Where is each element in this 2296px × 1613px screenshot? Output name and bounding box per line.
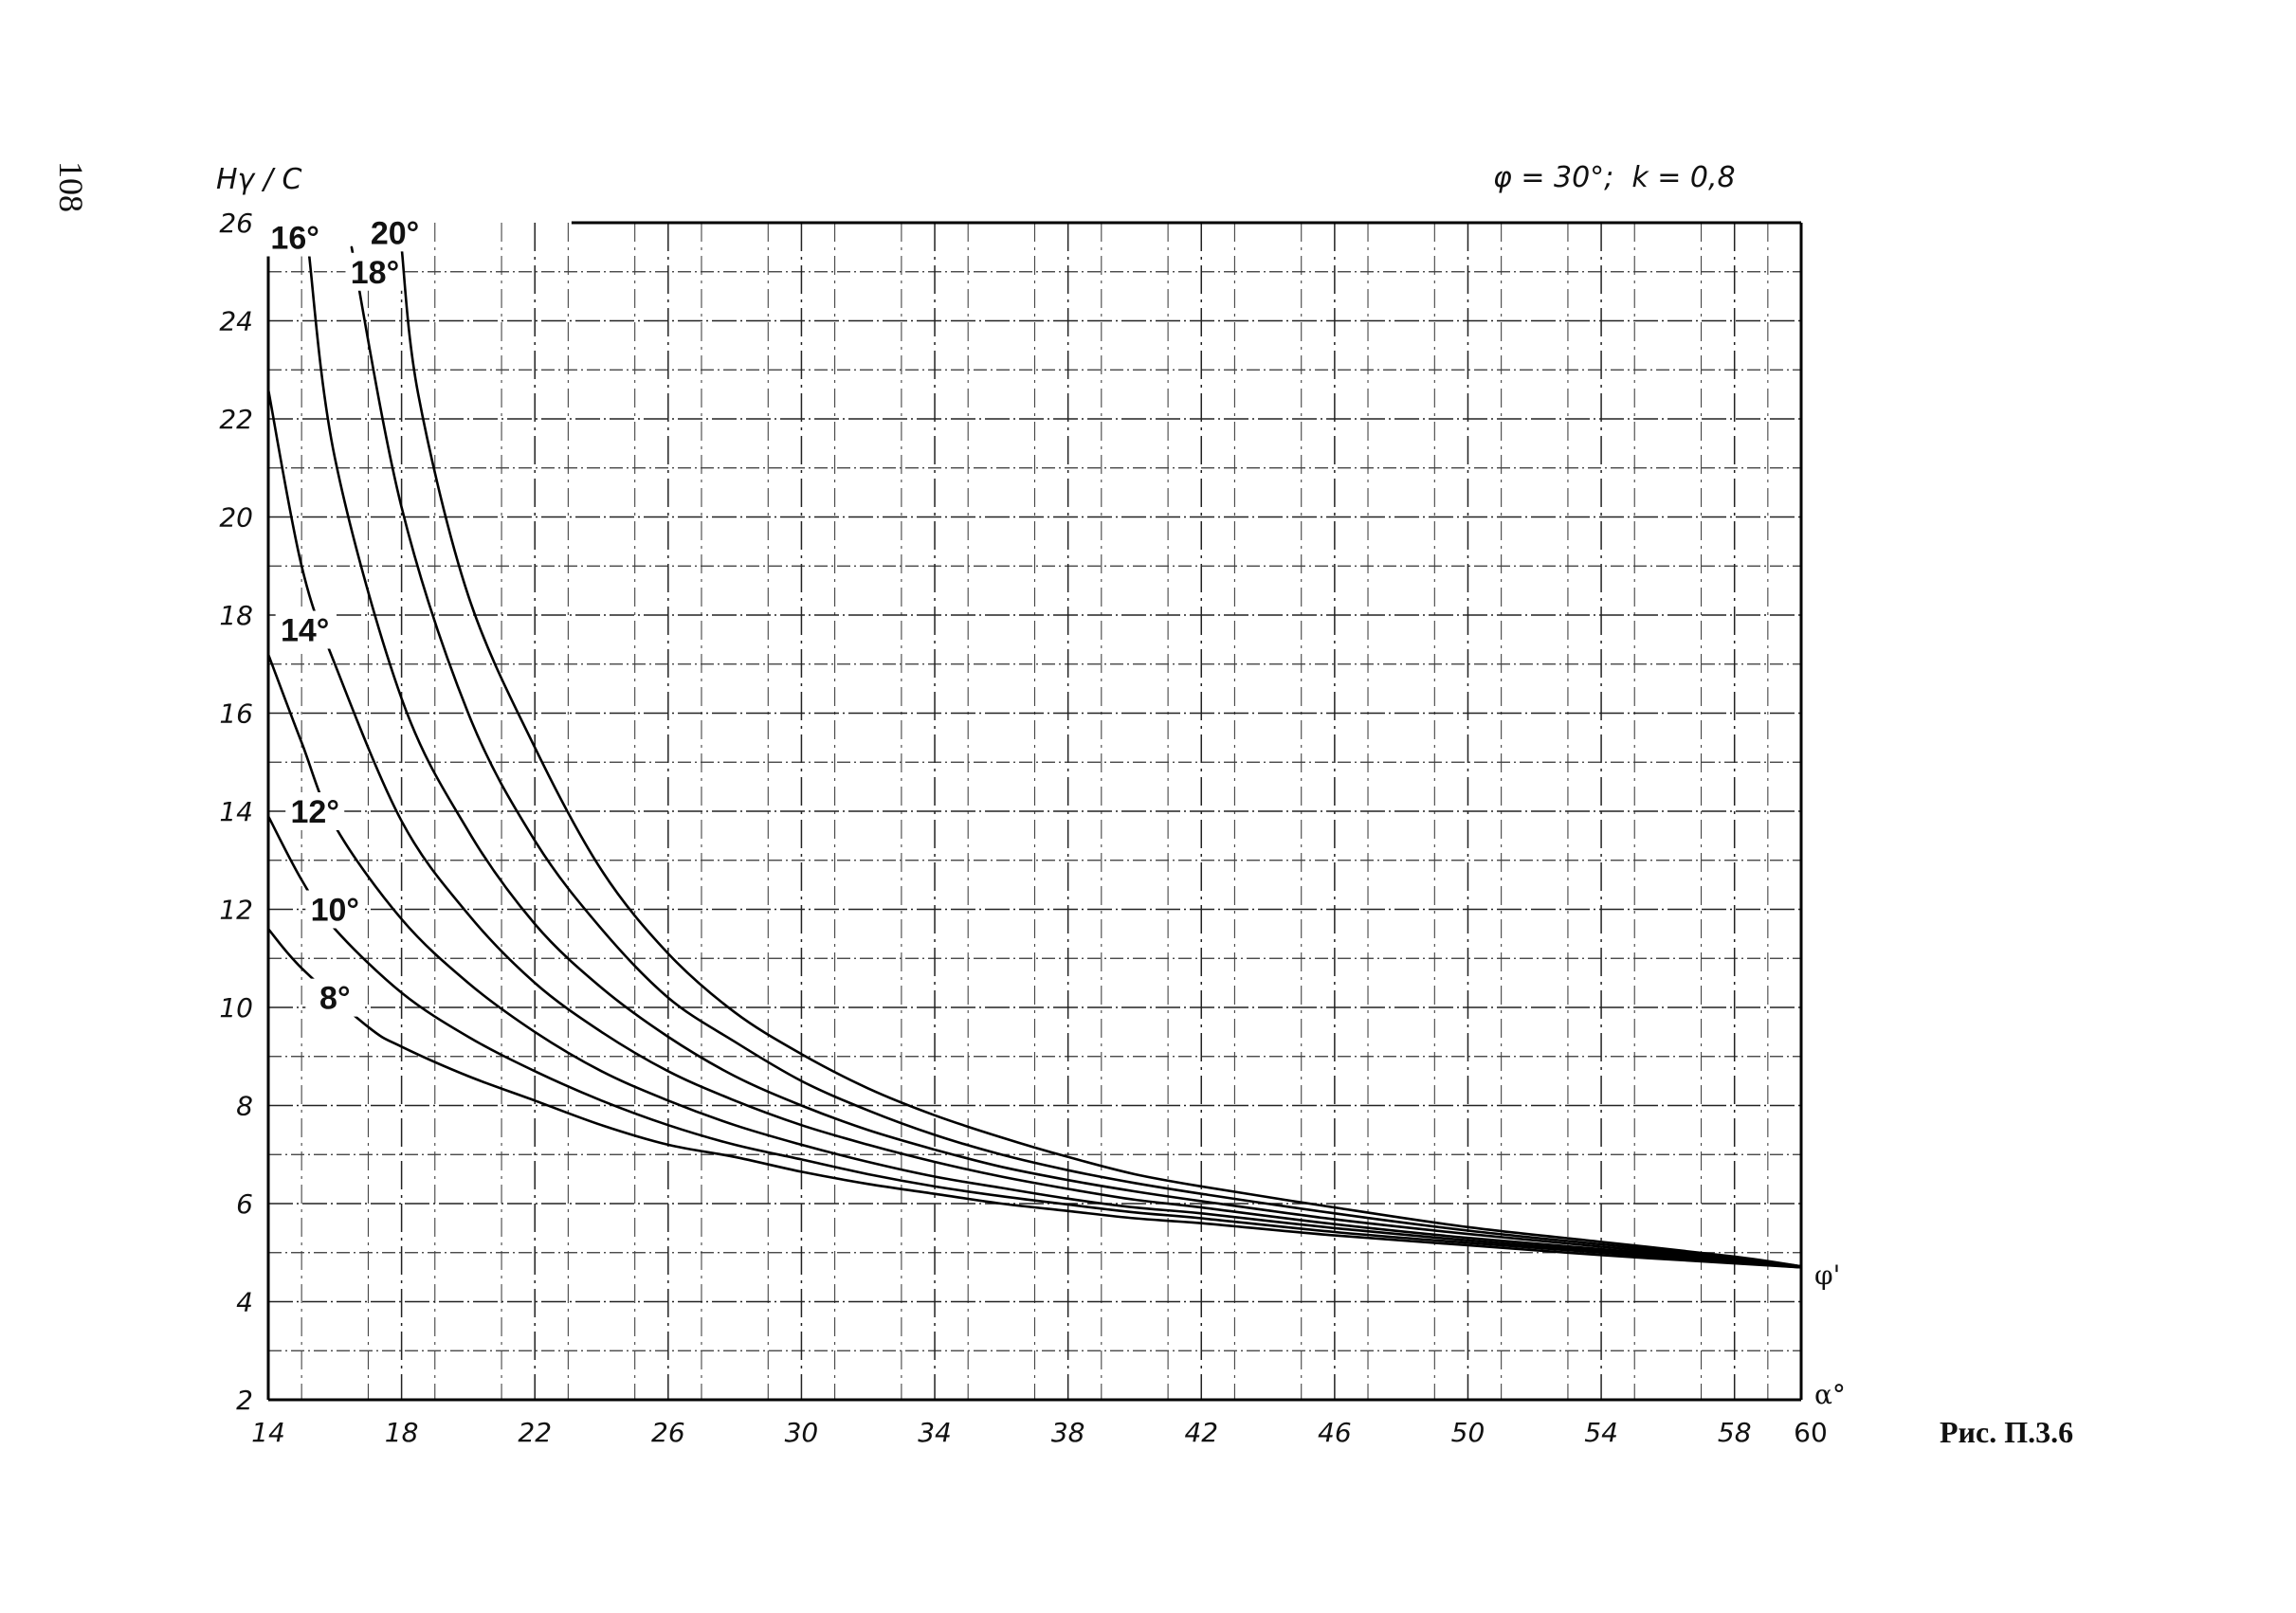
x-tick-label: 38 [1051,1417,1085,1448]
series-line-20deg [400,245,1803,1268]
y-axis-label: Hγ / C [216,163,302,196]
y-tick-label: 26 [219,208,253,239]
x-tick-label: 58 [1718,1417,1752,1448]
series-label: 14° [281,613,329,649]
series-label-bg [345,252,405,291]
series-line-12deg [266,653,1803,1269]
series-label-bg [365,213,425,252]
y-tick-label: 8 [236,1091,253,1122]
y-tick-label: 2 [236,1385,253,1416]
series-label-bg [285,792,345,830]
series-label: 10° [311,893,359,929]
x-axis-label: α° [1814,1379,1846,1410]
series-label: 18° [351,255,399,291]
y-tick-label: 22 [219,404,253,435]
x-tick-label: 54 [1584,1417,1618,1448]
series-line-14deg [266,388,1803,1268]
x-tick-label: 22 [518,1417,552,1448]
chart-parameters: φ = 30°; k = 0,8 [1493,161,1736,194]
y-tick-label: 4 [236,1287,253,1318]
series-line-8deg [266,927,1803,1269]
series-label: 8° [319,981,351,1017]
x-tick-label: 30 [785,1417,819,1448]
y-tick-label: 6 [236,1188,253,1220]
series-label-bg [275,610,335,649]
series-label-bg [305,978,365,1017]
series-line-16deg [306,245,1803,1268]
x-tick-label: 18 [385,1417,419,1448]
series-line-18deg [350,245,1803,1268]
y-tick-label: 10 [219,992,253,1024]
series-line-10deg [266,814,1803,1269]
series-label: 12° [291,794,339,830]
y-tick-label: 24 [219,306,253,337]
figure-caption: Рис. П.3.6 [1940,1415,2074,1449]
y-tick-label: 18 [219,600,253,631]
y-tick-label: 12 [219,895,253,926]
series-label-bg [265,218,325,257]
series-label-bg [305,890,365,929]
x-tick-label: 26 [651,1417,685,1448]
x-tick-label: 14 [251,1417,285,1448]
x-tick-label: 46 [1318,1417,1352,1448]
series-label: 16° [270,221,319,257]
x-tick-label: 60 [1794,1417,1828,1448]
y-tick-label: 14 [219,796,253,827]
y-tick-label: 20 [219,502,253,534]
x-tick-label: 34 [918,1417,952,1448]
curve-end-label: φ' [1814,1260,1840,1291]
series-label: 20° [371,215,419,251]
x-tick-label: 42 [1184,1417,1218,1448]
y-tick-label: 16 [219,698,253,730]
x-tick-label: 50 [1451,1417,1485,1448]
